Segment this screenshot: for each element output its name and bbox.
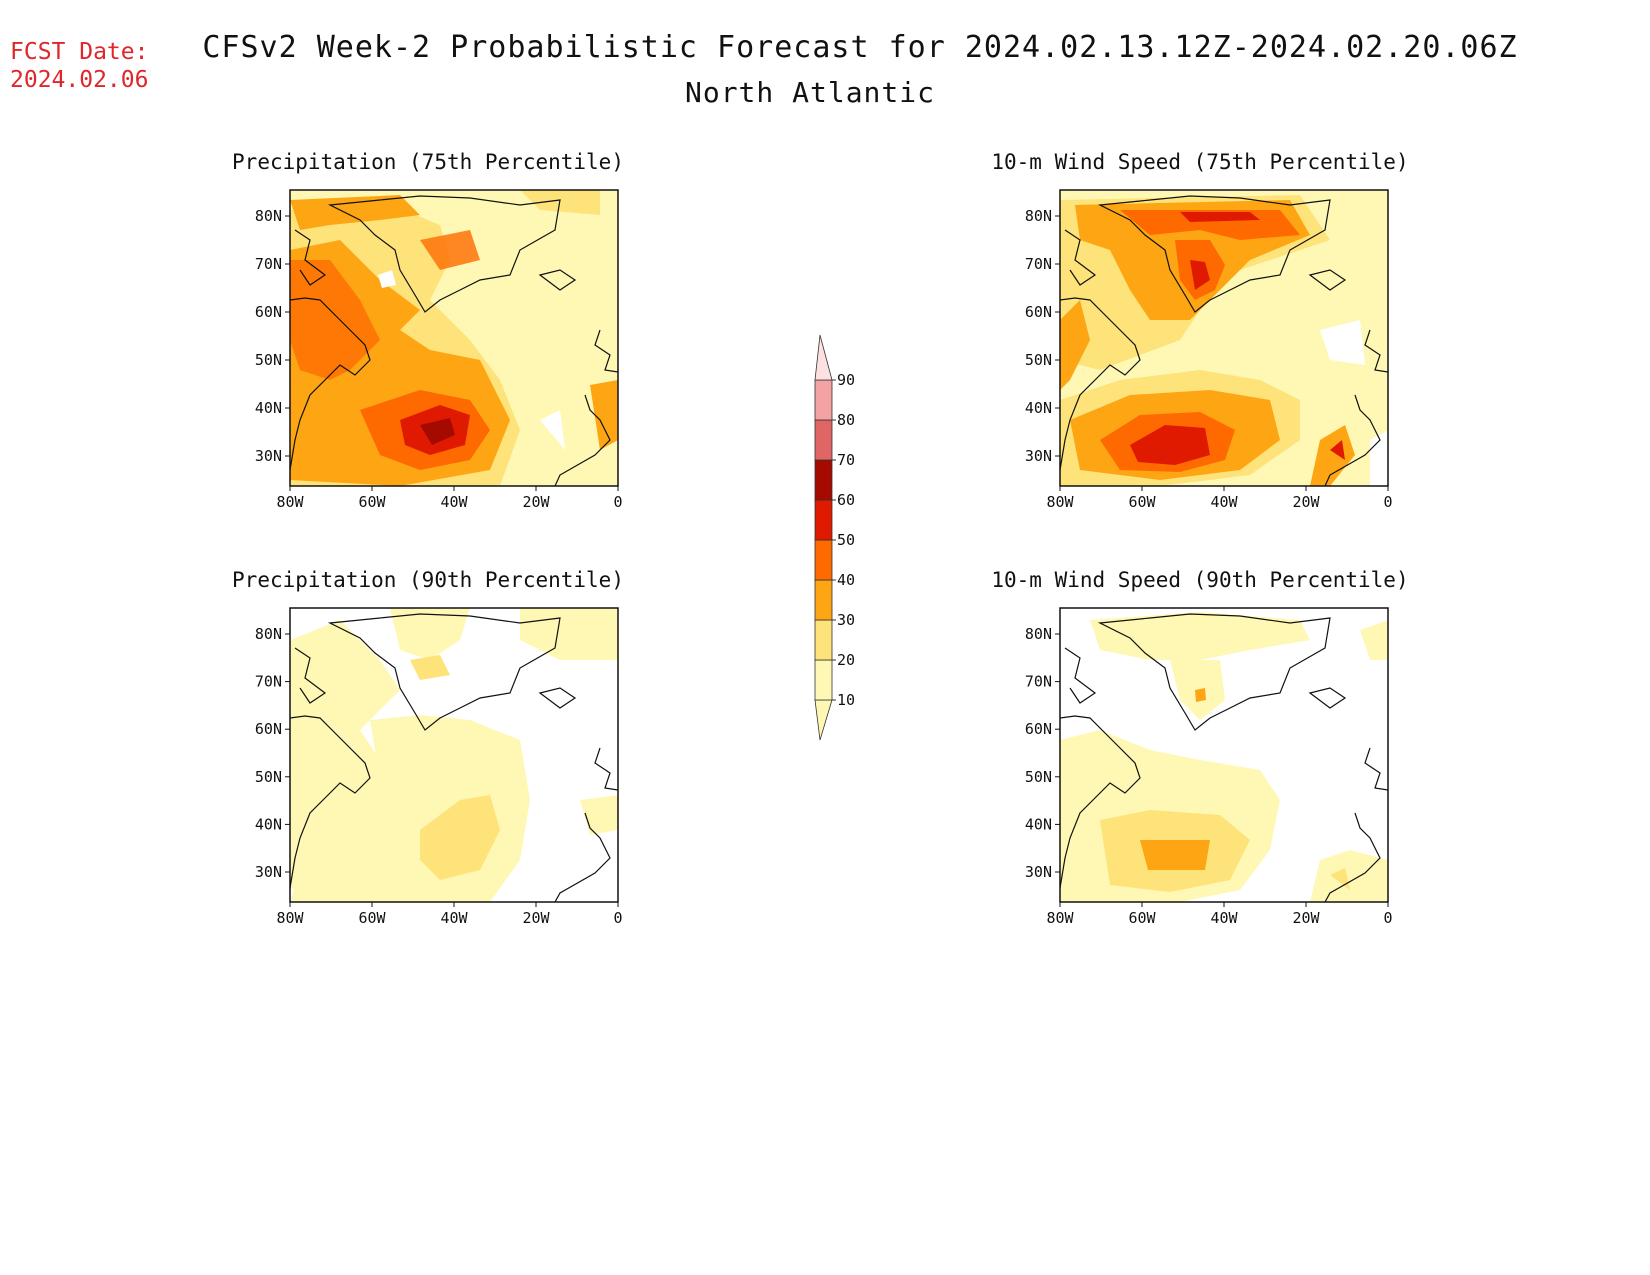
lon-label: 40W xyxy=(440,909,468,927)
coastline-wind-90 xyxy=(1060,613,1388,902)
colorbar-label: 70 xyxy=(837,451,855,469)
lat-label: 50N xyxy=(255,351,282,369)
lon-label: 40W xyxy=(440,493,468,511)
lon-label: 80W xyxy=(1046,493,1074,511)
map-precip-90 xyxy=(290,608,618,902)
lon-label: 0 xyxy=(1383,909,1392,927)
lon-label: 80W xyxy=(276,909,304,927)
lat-label: 70N xyxy=(1025,255,1052,273)
colorbar-label: 90 xyxy=(837,371,855,389)
lon-label: 20W xyxy=(1292,909,1320,927)
coastline-wind-75 xyxy=(1060,195,1388,486)
lat-label: 50N xyxy=(255,768,282,786)
colorbar-segment xyxy=(814,459,833,501)
lon-label: 80W xyxy=(276,493,304,511)
map-precip-75 xyxy=(290,190,618,486)
colorbar-label: 50 xyxy=(837,531,855,549)
lon-label: 20W xyxy=(522,909,550,927)
lat-label: 60N xyxy=(1025,720,1052,738)
forecast-date-caption: FCST Date: xyxy=(10,39,149,65)
forecast-date-value: 2024.02.06 xyxy=(10,67,149,93)
colorbar-segment xyxy=(814,579,833,621)
map-wind-90 xyxy=(1060,608,1388,902)
lat-label: 80N xyxy=(1025,207,1052,225)
lat-label: 50N xyxy=(1025,768,1052,786)
forecast-date-label: FCST Date: 2024.02.06 xyxy=(10,38,148,94)
lat-label: 40N xyxy=(1025,399,1052,417)
lat-label: 80N xyxy=(255,625,282,643)
colorbar-upper-arrow xyxy=(814,334,833,381)
lon-label: 80W xyxy=(1046,909,1074,927)
lat-label: 30N xyxy=(1025,447,1052,465)
panel-title-wind-90: 10-m Wind Speed (90th Percentile) xyxy=(991,568,1409,592)
colorbar-segment xyxy=(814,379,833,421)
lon-label: 40W xyxy=(1210,493,1238,511)
colorbar-label: 10 xyxy=(837,691,855,709)
coastline-precip-75 xyxy=(290,195,618,486)
lat-label: 60N xyxy=(255,720,282,738)
colorbar-segment xyxy=(814,539,833,581)
colorbar-segment xyxy=(814,499,833,541)
colorbar-label: 40 xyxy=(837,571,855,589)
lon-label: 60W xyxy=(1128,493,1156,511)
lon-label: 0 xyxy=(613,493,622,511)
colorbar-label: 80 xyxy=(837,411,855,429)
map-wind-75 xyxy=(1060,190,1388,486)
colorbar-lower-arrow xyxy=(814,699,833,741)
colorbar-label: 60 xyxy=(837,491,855,509)
axis-tick-labels: 80N 70N 60N 50N 40N 30N 80W 60W 40W 20W 0 80N 70N 60N… xyxy=(255,207,1393,927)
colorbar-segment xyxy=(814,619,833,661)
colorbar-segment xyxy=(814,419,833,461)
colorbar: 10 20 30 40 50 60 70 80 90 xyxy=(814,334,855,741)
coastline-precip-90 xyxy=(290,613,618,902)
lon-label: 20W xyxy=(1292,493,1320,511)
lat-label: 50N xyxy=(1025,351,1052,369)
lat-label: 30N xyxy=(255,447,282,465)
lat-label: 60N xyxy=(1025,303,1052,321)
panel-title-precip-75: Precipitation (75th Percentile) xyxy=(232,150,624,174)
lon-label: 60W xyxy=(1128,909,1156,927)
panel-title-wind-75: 10-m Wind Speed (75th Percentile) xyxy=(991,150,1409,174)
lat-label: 70N xyxy=(255,673,282,691)
lat-label: 80N xyxy=(1025,625,1052,643)
lon-label: 0 xyxy=(1383,493,1392,511)
lon-label: 40W xyxy=(1210,909,1238,927)
lat-label: 70N xyxy=(255,255,282,273)
lat-label: 40N xyxy=(255,815,282,833)
panel-title-precip-90: Precipitation (90th Percentile) xyxy=(232,568,624,592)
lat-label: 30N xyxy=(1025,863,1052,881)
lat-label: 80N xyxy=(255,207,282,225)
colorbar-segment xyxy=(814,659,833,701)
colorbar-label: 20 xyxy=(837,651,855,669)
lon-label: 20W xyxy=(522,493,550,511)
colorbar-label: 30 xyxy=(837,611,855,629)
lat-label: 30N xyxy=(255,863,282,881)
lon-label: 60W xyxy=(358,909,386,927)
lat-label: 70N xyxy=(1025,673,1052,691)
lon-label: 60W xyxy=(358,493,386,511)
lat-label: 40N xyxy=(1025,815,1052,833)
figure-title: CFSv2 Week-2 Probabilistic Forecast for … xyxy=(202,30,1518,65)
lat-label: 40N xyxy=(255,399,282,417)
lat-label: 60N xyxy=(255,303,282,321)
lon-label: 0 xyxy=(613,909,622,927)
figure-subtitle: North Atlantic xyxy=(684,76,935,109)
